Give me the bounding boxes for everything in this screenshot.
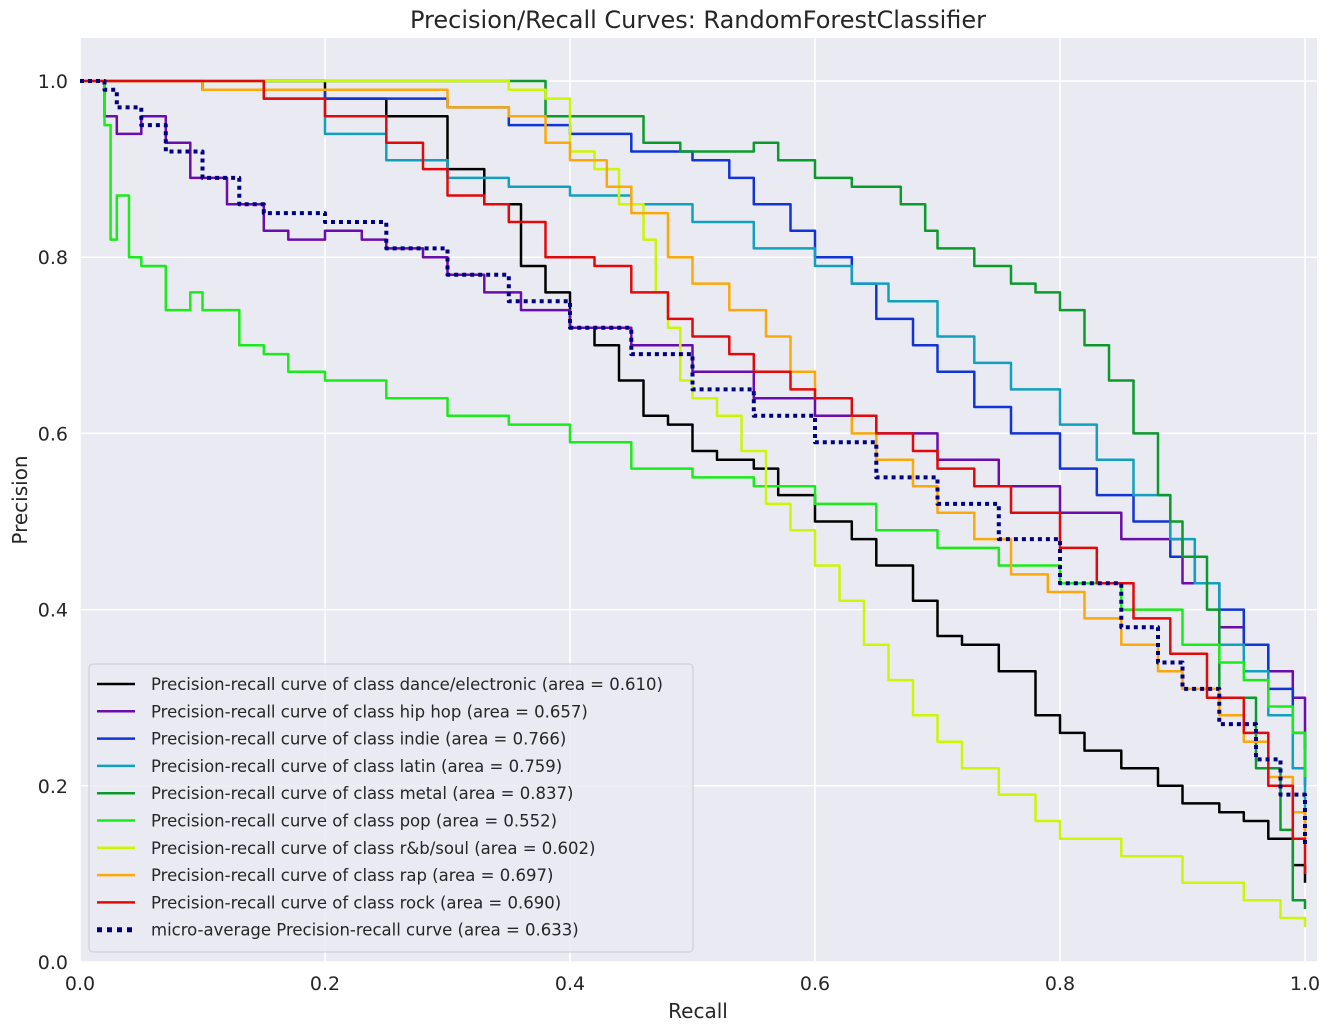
- chart-title: Precision/Recall Curves: RandomForestCla…: [410, 6, 986, 34]
- legend-entry: Precision-recall curve of class latin (a…: [151, 757, 562, 776]
- legend-entry: Precision-recall curve of class indie (a…: [151, 730, 566, 749]
- legend-entry: Precision-recall curve of class pop (are…: [151, 812, 557, 831]
- series-line-3: [80, 79, 1307, 830]
- y-tick-label: 0.6: [38, 423, 68, 445]
- series-line-9: [80, 79, 1307, 848]
- y-tick-label: 0.4: [38, 600, 68, 622]
- legend: Precision-recall curve of class dance/el…: [88, 663, 694, 953]
- legend-entry: Precision-recall curve of class rock (ar…: [151, 893, 561, 912]
- x-tick-label: 0.4: [555, 973, 585, 995]
- y-tick-label: 0.0: [38, 952, 68, 974]
- series-layer: [80, 79, 1307, 927]
- tick-labels: 0.00.0 0.2 0.2 0.4 0.4 0.6 0.6 0.8 0.8 1.0 1.0: [38, 71, 1320, 995]
- series-line-7: [80, 79, 1307, 839]
- x-tick-label: 1.0: [1290, 973, 1320, 995]
- series-line-4: [80, 79, 1307, 910]
- x-tick-label: 0.8: [1045, 973, 1075, 995]
- x-tick-label: 0.6: [800, 973, 830, 995]
- y-tick-label: 0.2: [38, 776, 68, 798]
- legend-box: [88, 663, 694, 953]
- y-tick-label: 0.8: [38, 247, 68, 269]
- legend-entry: Precision-recall curve of class hip hop …: [151, 702, 588, 721]
- x-tick-label: 0.0: [65, 973, 95, 995]
- y-tick-label: 1.0: [38, 71, 68, 93]
- x-tick-label: 0.2: [310, 973, 340, 995]
- x-axis-label: Recall: [668, 999, 728, 1023]
- series-line-5: [80, 79, 1307, 777]
- legend-entry: Precision-recall curve of class dance/el…: [151, 675, 663, 694]
- series-line-6: [80, 79, 1307, 927]
- legend-entry: Precision-recall curve of class metal (a…: [151, 784, 573, 803]
- legend-entry: micro-average Precision-recall curve (ar…: [151, 921, 579, 940]
- legend-entry: Precision-recall curve of class r&b/soul…: [151, 839, 595, 858]
- series-line-8: [80, 79, 1307, 874]
- legend-entry: Precision-recall curve of class rap (are…: [151, 866, 553, 885]
- y-axis-label: Precision: [8, 455, 32, 544]
